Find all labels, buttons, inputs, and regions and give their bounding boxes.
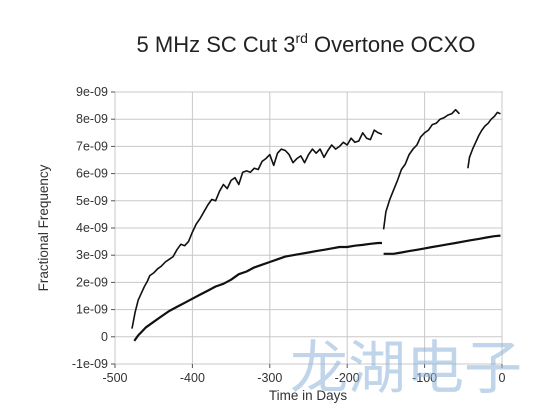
x-tick-label: -400 bbox=[180, 371, 205, 385]
series-1-segment-3 bbox=[467, 111, 501, 169]
y-tick-label: 3e-09 bbox=[76, 248, 108, 262]
x-ticks-layer: -500 -400 -300 -200 -100 0 bbox=[102, 364, 506, 385]
x-tick-label: -100 bbox=[412, 371, 437, 385]
series-1-segment-2 bbox=[382, 108, 460, 230]
chart-title: 5 MHz SC Cut 3rd Overtone OCXO bbox=[137, 30, 476, 57]
series-2-segment-2 bbox=[383, 234, 501, 255]
y-tick-label: 7e-09 bbox=[76, 139, 108, 153]
chart-title-main: 5 MHz SC Cut 3 bbox=[137, 32, 296, 57]
y-tick-label: -1e-09 bbox=[72, 357, 108, 371]
y-tick-label: 5e-09 bbox=[76, 194, 108, 208]
watermark-logo: 龙湖电子 bbox=[290, 334, 522, 402]
grid-layer bbox=[114, 91, 503, 365]
x-tick-label: -500 bbox=[102, 371, 127, 385]
y-tick-label: 1e-09 bbox=[76, 303, 108, 317]
chart-title-rest: Overtone OCXO bbox=[308, 32, 476, 57]
series-layer bbox=[131, 108, 501, 342]
series-2-segment-1 bbox=[133, 241, 382, 342]
y-axis-label: Fractional Frequency bbox=[36, 164, 51, 291]
y-tick-label: 6e-09 bbox=[76, 167, 108, 181]
x-axis-label: Time in Days bbox=[269, 388, 348, 403]
x-tick-label: -300 bbox=[257, 371, 282, 385]
y-tick-label: 4e-09 bbox=[76, 221, 108, 235]
y-tick-label: 2e-09 bbox=[76, 275, 108, 289]
x-tick-label: 0 bbox=[499, 371, 506, 385]
x-tick-label: -200 bbox=[335, 371, 360, 385]
y-tick-label: 9e-09 bbox=[76, 85, 108, 99]
series-1-segment-1 bbox=[131, 129, 383, 329]
y-tick-label: 0 bbox=[101, 330, 108, 344]
chart-title-superscript: rd bbox=[295, 30, 307, 46]
y-ticks-layer: -1e-09 0 1e-09 2e-09 3e-09 4e-09 5e-09 6e-09 7e-… bbox=[72, 85, 115, 371]
y-tick-label: 8e-09 bbox=[76, 112, 108, 126]
